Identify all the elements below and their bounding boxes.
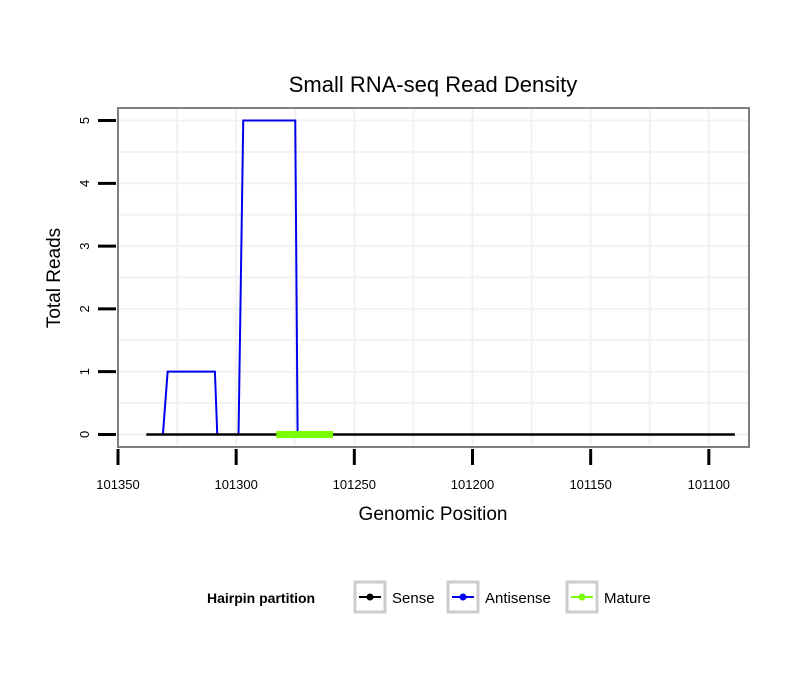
series-layer — [146, 119, 735, 438]
x-tick-label: 101350 — [96, 477, 139, 492]
x-tick-label: 101300 — [214, 477, 257, 492]
x-tick-label: 101200 — [451, 477, 494, 492]
x-axis-title: Genomic Position — [359, 504, 508, 525]
legend-item-mature: Mature — [565, 580, 651, 614]
y-tick-label: 2 — [77, 305, 92, 312]
legend-label: Mature — [604, 590, 651, 607]
grid — [118, 108, 749, 447]
x-tick-label: 101100 — [688, 477, 730, 492]
legend-key-point — [459, 593, 467, 601]
y-tick-label: 4 — [77, 180, 92, 187]
legend-title: Hairpin partition — [207, 590, 315, 606]
x-tick-label: 101150 — [569, 477, 611, 492]
y-axis-title: Total Reads — [44, 228, 65, 328]
y-axis: 0 1 2 3 4 5 — [77, 117, 116, 438]
y-tick-label: 1 — [77, 368, 92, 375]
legend-key-point — [578, 593, 586, 601]
x-tick-label: 101250 — [333, 477, 376, 492]
plot-panel — [117, 107, 750, 448]
legend-item-antisense: Antisense — [446, 580, 551, 614]
y-tick-label: 5 — [77, 117, 92, 124]
legend-key-point — [366, 593, 374, 601]
legend-item-sense: Sense — [353, 580, 435, 614]
legend-label: Antisense — [485, 590, 551, 607]
x-axis: 101350 101300 101250 101200 101150 101100 — [96, 449, 730, 492]
y-tick-label: 0 — [77, 431, 92, 438]
y-tick-label: 3 — [77, 242, 92, 249]
chart-title: Small RNA-seq Read Density — [289, 72, 578, 97]
legend-label: Sense — [392, 590, 435, 607]
legend: Hairpin partition Sense Antisense Mature — [207, 580, 651, 614]
